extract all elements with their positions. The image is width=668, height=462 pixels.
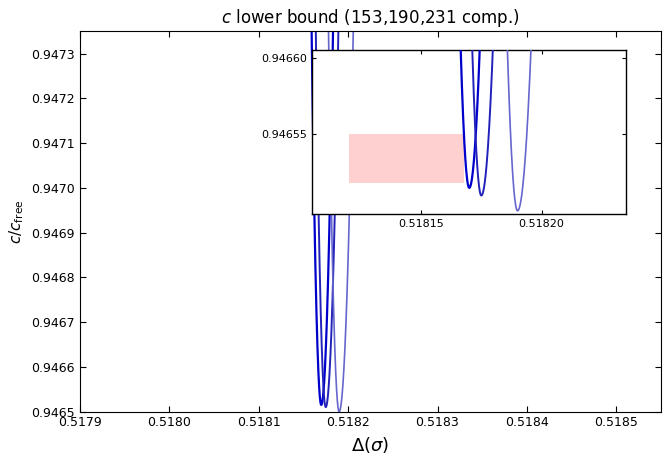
Bar — [349, 134, 464, 183]
X-axis label: $\Delta(\sigma)$: $\Delta(\sigma)$ — [351, 435, 389, 455]
Title: $c$ lower bound (153,190,231 comp.): $c$ lower bound (153,190,231 comp.) — [221, 7, 520, 29]
Y-axis label: $c/c_{\mathrm{free}}$: $c/c_{\mathrm{free}}$ — [7, 199, 25, 244]
